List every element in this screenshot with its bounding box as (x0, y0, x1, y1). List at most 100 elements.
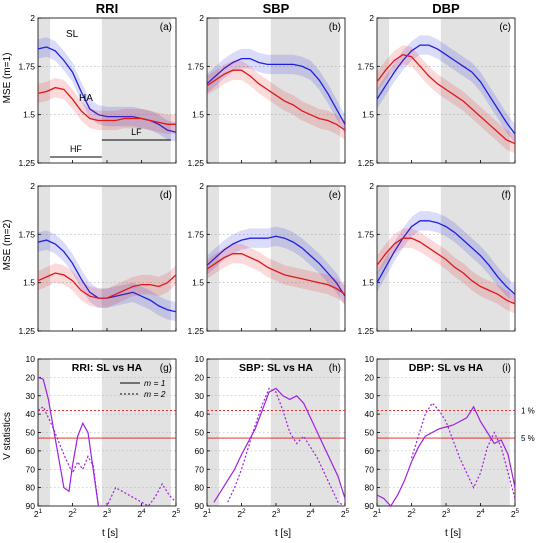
ylabel-row1: MSE (m=1) (2, 53, 13, 104)
lf-shade (270, 186, 340, 331)
x-tick-label: 24 (137, 508, 146, 519)
hf-label: HF (70, 144, 82, 154)
panel-title: SBP: SL vs HA (239, 362, 313, 374)
sig-label-5pct: 5 % (521, 434, 535, 443)
panel-letter: (g) (160, 363, 172, 374)
y-tick-label: 70 (365, 464, 375, 474)
y-tick-label: 1.75 (187, 229, 204, 239)
y-tick-label: 60 (365, 446, 375, 456)
y-tick-label: 1.25 (187, 158, 204, 168)
y-tick-label: 10 (365, 354, 375, 364)
legend-m2: m = 2 (144, 389, 166, 399)
ci-band-sl (377, 211, 515, 304)
y-tick-label: 1.5 (23, 110, 35, 120)
y-tick-label: 50 (365, 428, 375, 438)
panel-letter: (c) (499, 22, 511, 33)
x-tick-label: 25 (341, 508, 350, 519)
y-tick-label: 90 (26, 501, 36, 511)
lf-shade (101, 18, 171, 163)
x-tick-label: 25 (511, 508, 520, 519)
ci-band-sl (207, 226, 345, 306)
y-tick-label: 50 (195, 428, 205, 438)
y-tick-label: 50 (26, 428, 36, 438)
series-line-m2 (227, 387, 346, 507)
series-line-ha (37, 86, 176, 125)
y-tick-label: 2 (30, 13, 35, 23)
y-tick-label: 2 (369, 13, 374, 23)
x-tick-label: 21 (373, 508, 382, 519)
panel-i: 21 22 23 24 25 10 20 30 40 50 60 70 80 90 (i) DBP: SL v… (365, 354, 535, 519)
panel-title: DBP: SL vs HA (409, 362, 484, 374)
panel-b: 1.25 1.5 1.75 2 SBP (b) (187, 1, 346, 168)
series-line-sl (376, 220, 516, 295)
y-tick-label: 1.25 (357, 326, 374, 336)
y-tick-label: 10 (26, 354, 36, 364)
x-tick-label: 22 (68, 508, 77, 519)
y-tick-label: 40 (365, 409, 375, 419)
series-line-ha (37, 272, 177, 299)
y-tick-label: 20 (365, 372, 375, 382)
ci-band-ha (207, 244, 345, 304)
y-tick-label: 90 (365, 501, 375, 511)
y-tick-label: 1.75 (18, 229, 35, 239)
y-tick-label: 70 (195, 464, 205, 474)
x-tick-label: 25 (172, 508, 181, 519)
x-tick-label: 22 (237, 508, 246, 519)
series-line-m1 (213, 387, 346, 503)
y-tick-label: 2 (199, 13, 204, 23)
panel-letter: (f) (502, 190, 511, 201)
y-tick-label: 20 (26, 372, 36, 382)
ci-band-ha (207, 60, 345, 140)
panel-title: SBP (263, 1, 290, 16)
panel-e: 1.25 1.5 1.75 2 (e) (187, 181, 346, 336)
lf-shade (440, 359, 510, 506)
hf-shade (207, 18, 220, 163)
y-tick-label: 1.75 (357, 229, 374, 239)
ci-band-ha (38, 263, 176, 308)
series-line-m1 (37, 376, 99, 507)
lf-shade (440, 186, 510, 331)
y-tick-label: 2 (369, 181, 374, 191)
panel-title: RRI (96, 1, 118, 16)
panel-a: 1.25 1.5 1.75 2 RRI (a) SL HA HF LF (18, 1, 177, 168)
y-tick-label: 1.75 (18, 61, 35, 71)
y-tick-label: 1.5 (362, 278, 374, 288)
y-tick-label: 1.5 (192, 278, 204, 288)
panel-letter: (d) (160, 190, 172, 201)
ci-band-sl (38, 230, 176, 322)
sig-label-1pct: 1 % (521, 406, 535, 415)
ylabel-row2: MSE (m=2) (2, 220, 13, 271)
x-tick-label: 21 (203, 508, 212, 519)
panel-g: 21 22 23 24 25 10 20 30 40 50 60 70 80 90 (g) RRI: SL v… (26, 354, 181, 519)
legend-ha: HA (79, 93, 93, 104)
lf-shade (270, 18, 340, 163)
y-tick-label: 1.5 (192, 110, 204, 120)
xlabel-col3: t [s] (445, 528, 461, 539)
series-line-ha (376, 54, 516, 145)
y-tick-label: 30 (26, 391, 36, 401)
panel-letter: (b) (329, 22, 341, 33)
y-tick-label: 40 (195, 409, 205, 419)
y-tick-label: 1.5 (23, 278, 35, 288)
ci-band-sl (38, 37, 176, 142)
panel-title: RRI: SL vs HA (72, 362, 143, 374)
panel-h: 21 22 23 24 25 10 20 30 40 50 60 70 80 90 (h) SBP: SL v… (195, 354, 350, 519)
series-line-ha (206, 69, 346, 131)
legend-m1: m = 1 (144, 378, 166, 388)
ylabel-row3: V statistics (2, 412, 13, 460)
series-line-sl (206, 235, 346, 297)
y-tick-label: 70 (26, 464, 36, 474)
y-tick-label: 1.75 (357, 61, 374, 71)
hf-shade (377, 186, 390, 331)
panel-title: DBP (432, 1, 460, 16)
y-tick-label: 80 (26, 483, 36, 493)
x-tick-label: 24 (476, 508, 485, 519)
xlabel-col2: t [s] (275, 528, 291, 539)
y-tick-label: 20 (195, 372, 205, 382)
ci-band-ha (38, 77, 176, 134)
y-tick-label: 30 (365, 391, 375, 401)
x-tick-label: 21 (34, 508, 43, 519)
x-tick-label: 24 (306, 508, 315, 519)
x-tick-label: 22 (407, 508, 416, 519)
